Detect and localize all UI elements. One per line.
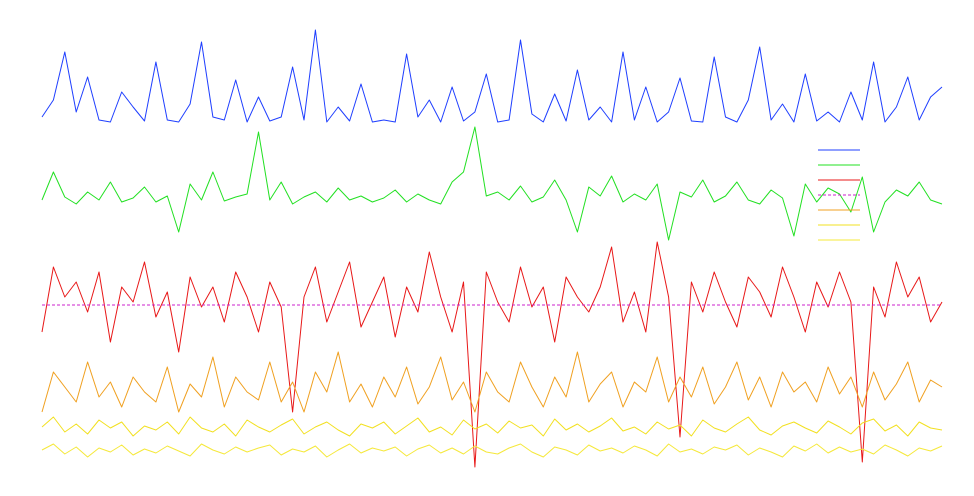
series-line [41, 241, 943, 468]
series-line [41, 29, 943, 123]
series-line [41, 126, 943, 241]
series-line [41, 351, 943, 413]
series-line [41, 416, 943, 437]
series-line [41, 443, 943, 458]
